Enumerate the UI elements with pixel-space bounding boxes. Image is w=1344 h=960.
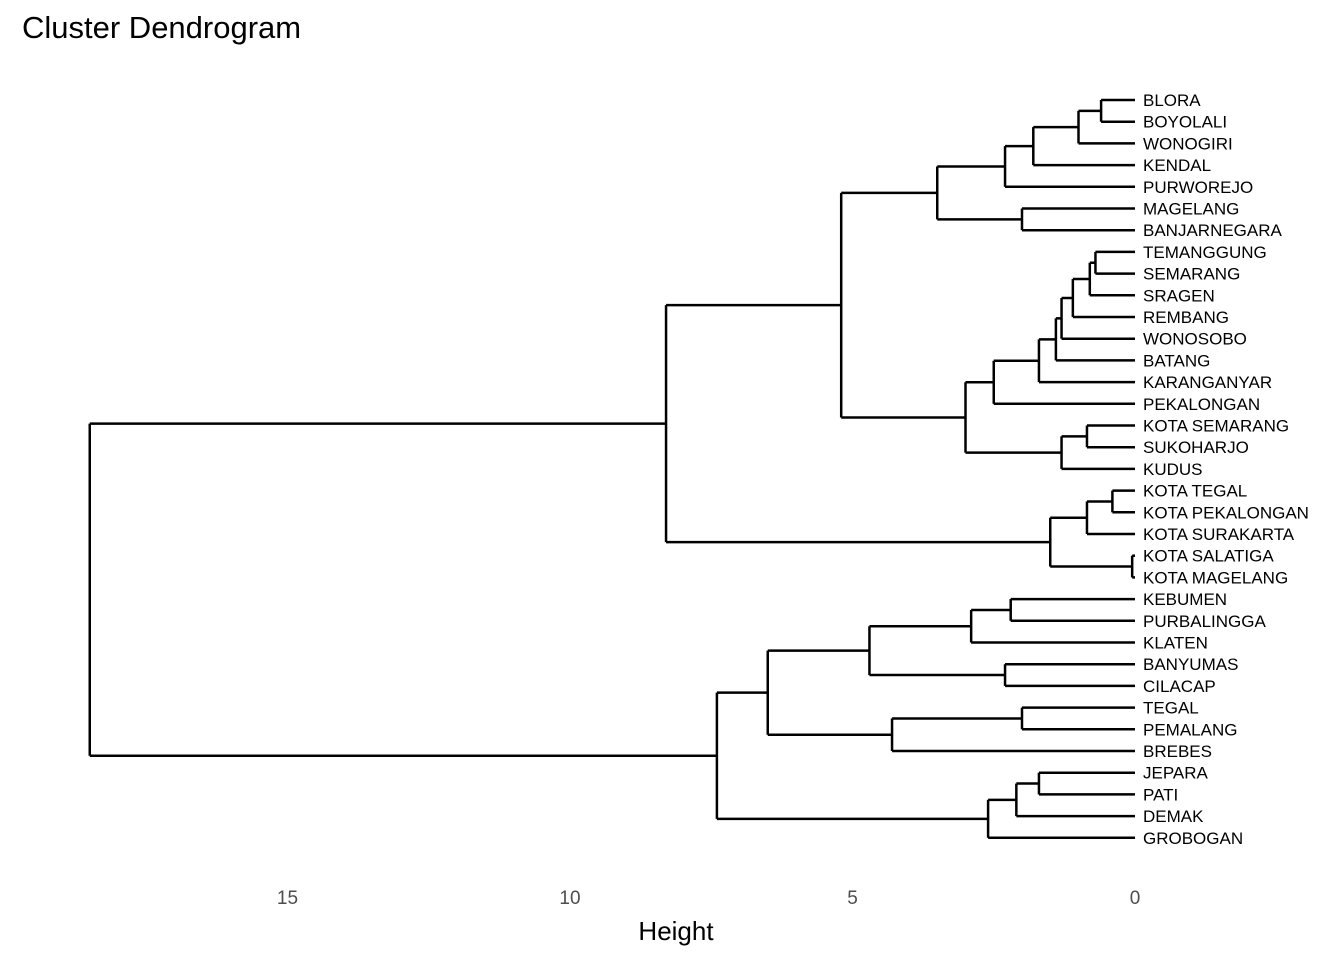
leaf-label: PURWOREJO (1143, 178, 1253, 197)
leaf-label: SRAGEN (1143, 286, 1215, 305)
leaf-label: PEMALANG (1143, 720, 1237, 739)
leaf-label: WONOGIRI (1143, 134, 1233, 153)
leaf-label: PURBALINGGA (1143, 612, 1266, 631)
x-tick-label: 10 (559, 888, 580, 909)
branches-group (88, 98, 1135, 840)
leaf-label: BREBES (1143, 742, 1212, 761)
leaf-label: KOTA SALATIGA (1143, 547, 1274, 566)
leaf-label: BOYOLALI (1143, 113, 1227, 132)
leaf-label: KOTA TEGAL (1143, 482, 1247, 501)
x-tick-label: 15 (277, 888, 298, 909)
leaf-label: WONOSOBO (1143, 330, 1247, 349)
leaf-label: KOTA SEMARANG (1143, 417, 1289, 436)
leaf-label: KARANGANYAR (1143, 373, 1272, 392)
x-tick-label: 0 (1130, 888, 1141, 909)
leaf-label: KUDUS (1143, 460, 1203, 479)
x-axis-title: Height (638, 916, 714, 946)
leaf-label: KENDAL (1143, 156, 1211, 175)
leaf-label: REMBANG (1143, 308, 1229, 327)
leaf-label: TEGAL (1143, 699, 1199, 718)
leaf-label: KLATEN (1143, 634, 1208, 653)
x-tick-label: 5 (847, 888, 858, 909)
leaf-labels-group: BLORA BOYOLALI WONOGIRI KENDAL PURWOREJO MAGE… (1143, 91, 1309, 848)
leaf-label: BLORA (1143, 91, 1201, 110)
leaf-label: SUKOHARJO (1143, 438, 1249, 457)
leaf-label: MAGELANG (1143, 200, 1239, 219)
leaf-label: KEBUMEN (1143, 590, 1227, 609)
leaf-label: PEKALONGAN (1143, 395, 1260, 414)
leaf-label: DEMAK (1143, 807, 1204, 826)
x-axis-ticks-group: 15 10 5 0 (277, 888, 1140, 909)
chart-title: Cluster Dendrogram (22, 10, 302, 45)
leaf-label: BANJARNEGARA (1143, 221, 1283, 240)
leaf-label: BANYUMAS (1143, 655, 1238, 674)
leaf-label: KOTA PEKALONGAN (1143, 503, 1309, 522)
leaf-label: BATANG (1143, 351, 1210, 370)
leaf-label: KOTA MAGELANG (1143, 568, 1288, 587)
leaf-label: CILACAP (1143, 677, 1216, 696)
leaf-label: JEPARA (1143, 764, 1209, 783)
leaf-label: TEMANGGUNG (1143, 243, 1267, 262)
leaf-label: PATI (1143, 785, 1178, 804)
leaf-label: SEMARANG (1143, 265, 1240, 284)
leaf-label: GROBOGAN (1143, 829, 1243, 848)
leaf-label: KOTA SURAKARTA (1143, 525, 1295, 544)
